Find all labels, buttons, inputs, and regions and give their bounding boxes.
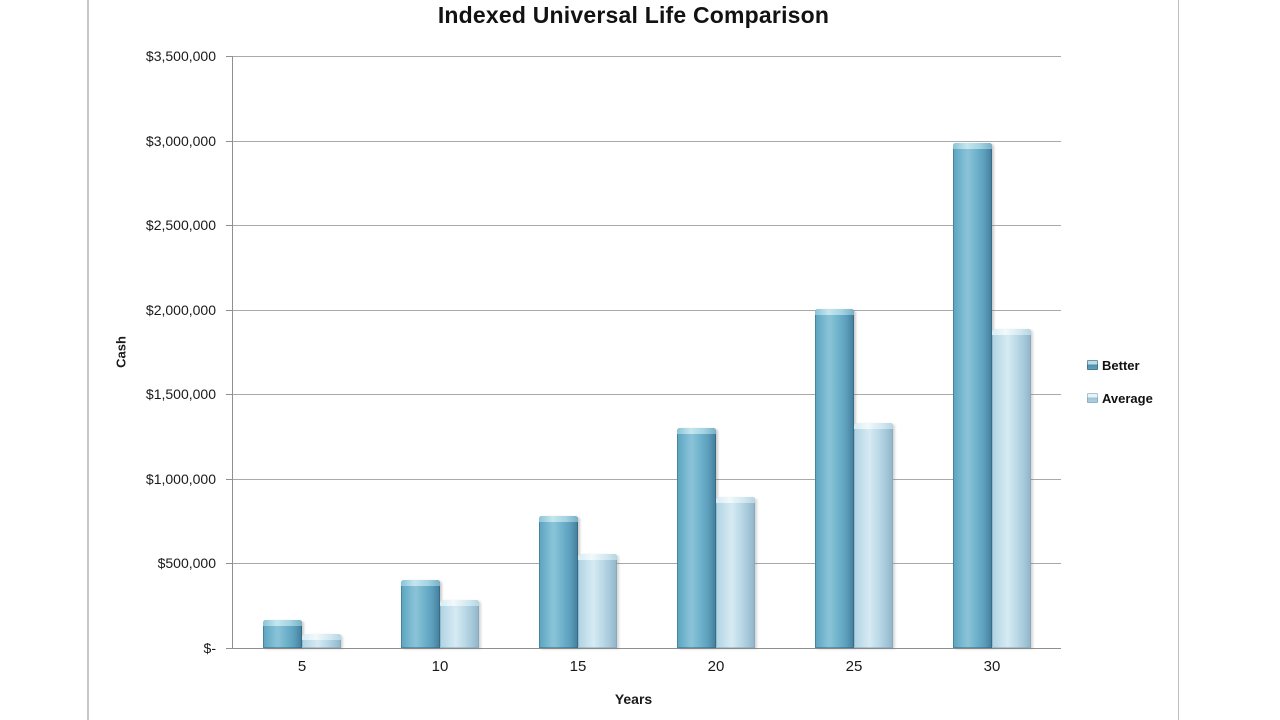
x-tick-label: 25 — [845, 658, 863, 675]
bar-average-year-20 — [716, 497, 755, 648]
page-frame-line-right — [1178, 0, 1179, 720]
y-tick-label: $3,000,000 — [145, 133, 216, 149]
gridline — [233, 479, 1061, 480]
x-tick-label: 5 — [297, 658, 307, 675]
bar-better-year-30 — [953, 143, 992, 648]
legend: Better Average — [1087, 354, 1153, 420]
legend-marker-icon — [1087, 360, 1098, 370]
y-axis-tick — [226, 225, 233, 226]
bar-better-year-10 — [401, 580, 440, 648]
x-tick-label: 30 — [983, 658, 1001, 675]
bar-better-year-20 — [677, 428, 716, 648]
bar-better-year-15 — [539, 516, 578, 648]
bar-average-year-10 — [440, 600, 479, 648]
gridline — [233, 310, 1061, 311]
y-axis-tick — [226, 648, 233, 649]
y-axis-tick — [226, 394, 233, 395]
y-axis-tick — [226, 310, 233, 311]
gridline — [233, 225, 1061, 226]
y-tick-label: $2,000,000 — [145, 302, 216, 318]
chart-title: Indexed Universal Life Comparison — [437, 2, 830, 28]
y-tick-label: $- — [203, 640, 216, 656]
bar-average-year-25 — [854, 423, 893, 648]
x-tick-label: 20 — [707, 658, 725, 675]
y-axis-title: Cash — [113, 336, 129, 368]
y-axis-tick — [226, 479, 233, 480]
y-axis-tick — [226, 56, 233, 57]
x-axis-title: Years — [614, 691, 653, 707]
y-tick-label: $1,500,000 — [145, 386, 216, 402]
gridline — [233, 56, 1061, 57]
legend-item-better: Better — [1087, 354, 1153, 376]
gridline — [233, 141, 1061, 142]
bar-better-year-25 — [815, 309, 854, 648]
bar-average-year-15 — [578, 554, 617, 648]
y-tick-label: $3,500,000 — [145, 48, 216, 64]
page-frame-line-left — [87, 0, 89, 720]
bar-average-year-30 — [992, 329, 1031, 648]
gridline — [233, 563, 1061, 564]
y-axis-tick — [226, 141, 233, 142]
x-tick-label: 15 — [569, 658, 587, 675]
gridline — [233, 394, 1061, 395]
legend-marker-icon — [1087, 393, 1098, 403]
legend-label: Average — [1102, 390, 1153, 406]
plot-area: 5 10 15 20 25 30 — [226, 56, 1061, 675]
x-tick-label: 10 — [431, 658, 449, 675]
y-tick-label: $1,000,000 — [145, 471, 216, 487]
bar-average-year-5 — [302, 634, 341, 648]
y-axis-tick — [226, 563, 233, 564]
y-tick-label: $2,500,000 — [145, 217, 216, 233]
legend-label: Better — [1102, 357, 1140, 373]
bar-better-year-5 — [263, 620, 302, 648]
y-tick-label: $500,000 — [157, 555, 216, 571]
legend-item-average: Average — [1087, 387, 1153, 409]
